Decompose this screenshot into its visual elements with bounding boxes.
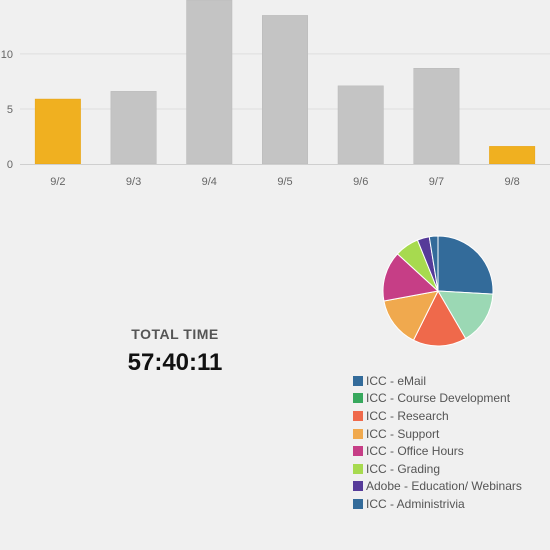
x-tick-label: 9/6: [353, 176, 368, 188]
legend-item[interactable]: Adobe - Education/ Webinars: [353, 478, 522, 496]
legend-item[interactable]: ICC - Support: [353, 425, 522, 443]
y-tick-label: 0: [7, 159, 13, 171]
pie-slice[interactable]: [383, 290, 439, 341]
legend-swatch: [353, 428, 363, 439]
total-time-label: TOTAL TIME: [131, 326, 219, 342]
legend-swatch: [353, 393, 363, 404]
legend-swatch: [353, 481, 363, 492]
legend-item[interactable]: ICC - Course Development: [353, 390, 522, 408]
legend-swatch: [353, 463, 363, 474]
legend-label: ICC - eMail: [366, 373, 427, 388]
legend-label: ICC - Administrivia: [366, 496, 465, 511]
legend-label: ICC - Research: [366, 408, 449, 423]
legend-label: ICC - Office Hours: [366, 444, 464, 459]
bar[interactable]: [489, 146, 536, 165]
total-time-value: 57:40:11: [127, 349, 223, 376]
pie-legend: ICC - eMail ICC - Course Development ICC…: [353, 372, 522, 513]
legend-swatch: [353, 410, 363, 421]
bar[interactable]: [413, 67, 460, 165]
bar[interactable]: [262, 15, 308, 165]
pie-slice[interactable]: [437, 290, 494, 340]
legend-label: ICC - Course Development: [366, 391, 511, 406]
bar[interactable]: [186, 0, 233, 165]
x-tick-label: 9/7: [429, 176, 444, 188]
legend-item[interactable]: ICC - eMail: [353, 372, 522, 390]
bar[interactable]: [337, 85, 384, 165]
pie-slice[interactable]: [412, 289, 467, 347]
x-tick-label: 9/2: [50, 176, 65, 188]
legend-item[interactable]: ICC - Grading: [353, 460, 522, 478]
legend-label: ICC - Grading: [366, 461, 441, 476]
y-tick-label: 10: [1, 49, 13, 61]
x-tick-label: 9/3: [126, 176, 141, 188]
pie-slice[interactable]: [428, 235, 439, 292]
bar[interactable]: [110, 91, 157, 165]
legend-item[interactable]: ICC - Administrivia: [353, 495, 522, 513]
legend-swatch: [353, 375, 363, 386]
legend-label: Adobe - Education/ Webinars: [366, 479, 522, 494]
legend-swatch: [353, 446, 363, 457]
bar[interactable]: [34, 98, 81, 165]
pie-slice[interactable]: [382, 253, 440, 302]
x-tick-label: 9/5: [277, 176, 292, 188]
x-tick-label: 9/4: [202, 176, 217, 188]
daily-time-bar-chart: 0 5 10 9/2 9/3 9/4 9/5 9/6 9/7 9/8: [1, 0, 550, 188]
legend-item[interactable]: ICC - Research: [353, 407, 522, 425]
y-tick-label: 5: [7, 104, 13, 116]
legend-swatch: [353, 498, 363, 509]
legend-item[interactable]: ICC - Office Hours: [353, 442, 522, 460]
pie-slice[interactable]: [437, 235, 494, 295]
category-pie-chart: [382, 235, 494, 347]
x-tick-label: 9/8: [504, 176, 519, 188]
legend-label: ICC - Support: [366, 426, 440, 441]
